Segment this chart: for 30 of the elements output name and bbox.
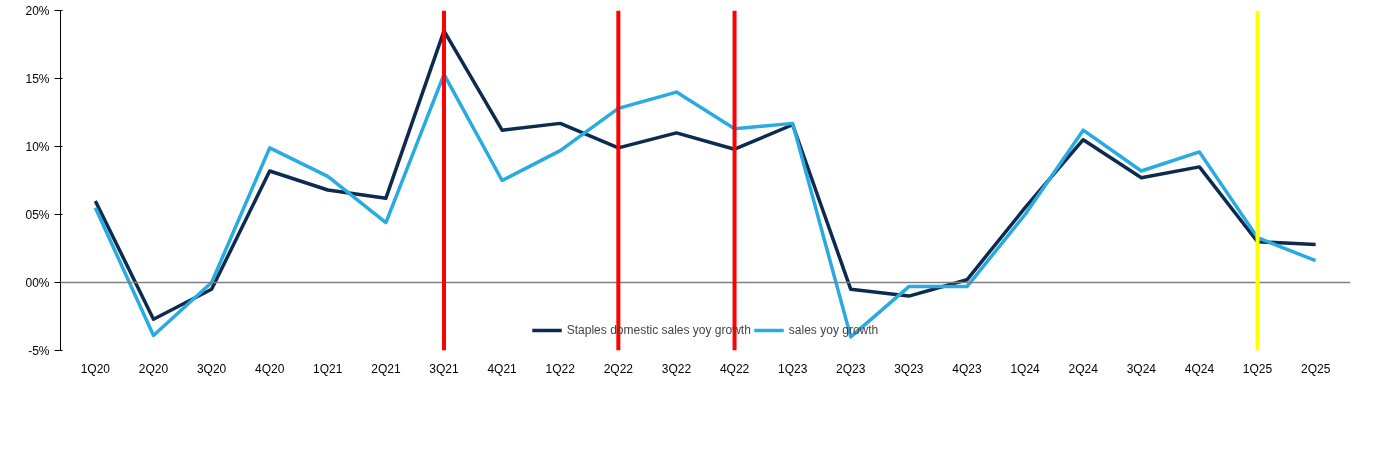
x-tick-label: 3Q20 [196, 361, 227, 376]
y-tick-label: -5% [28, 343, 50, 358]
line-series [93, 72, 1318, 339]
x-tick-label: 2Q21 [371, 361, 401, 376]
x-tick-label: 4Q20 [255, 361, 285, 376]
x-tick-label: 2Q22 [603, 361, 634, 376]
x-tick-label: 4Q22 [719, 361, 750, 376]
x-tick-label: 3Q21 [429, 361, 460, 376]
x-tick-label: 2Q25 [1300, 361, 1331, 376]
x-tick-label: 2Q23 [836, 361, 866, 376]
x-tick-label: 3Q23 [894, 361, 924, 376]
y-tick-label: 15% [25, 71, 50, 86]
x-tick-label: 4Q21 [487, 361, 518, 376]
x-tick-label: 1Q24 [1010, 361, 1041, 376]
y-tick-label: 00% [25, 275, 50, 290]
x-tick-label: 2Q24 [1068, 361, 1099, 376]
y-tick-label: 05% [25, 207, 50, 222]
x-tick-label: 1Q20 [80, 361, 111, 376]
x-tick-label: 3Q24 [1126, 361, 1157, 376]
x-tick-label: 2Q20 [138, 361, 169, 376]
y-tick-label: 20% [25, 3, 50, 18]
x-tick-label: 1Q25 [1242, 361, 1273, 376]
x-tick-label: 1Q22 [545, 361, 576, 376]
x-tick-label: 1Q21 [313, 361, 343, 376]
y-tick-label: 10% [25, 139, 50, 154]
line-series [93, 29, 1318, 321]
x-tick-label: 4Q23 [952, 361, 982, 376]
x-tick-label: 4Q24 [1184, 361, 1215, 376]
x-tick-label: 3Q22 [661, 361, 692, 376]
x-tick-label: 1Q23 [777, 361, 808, 376]
